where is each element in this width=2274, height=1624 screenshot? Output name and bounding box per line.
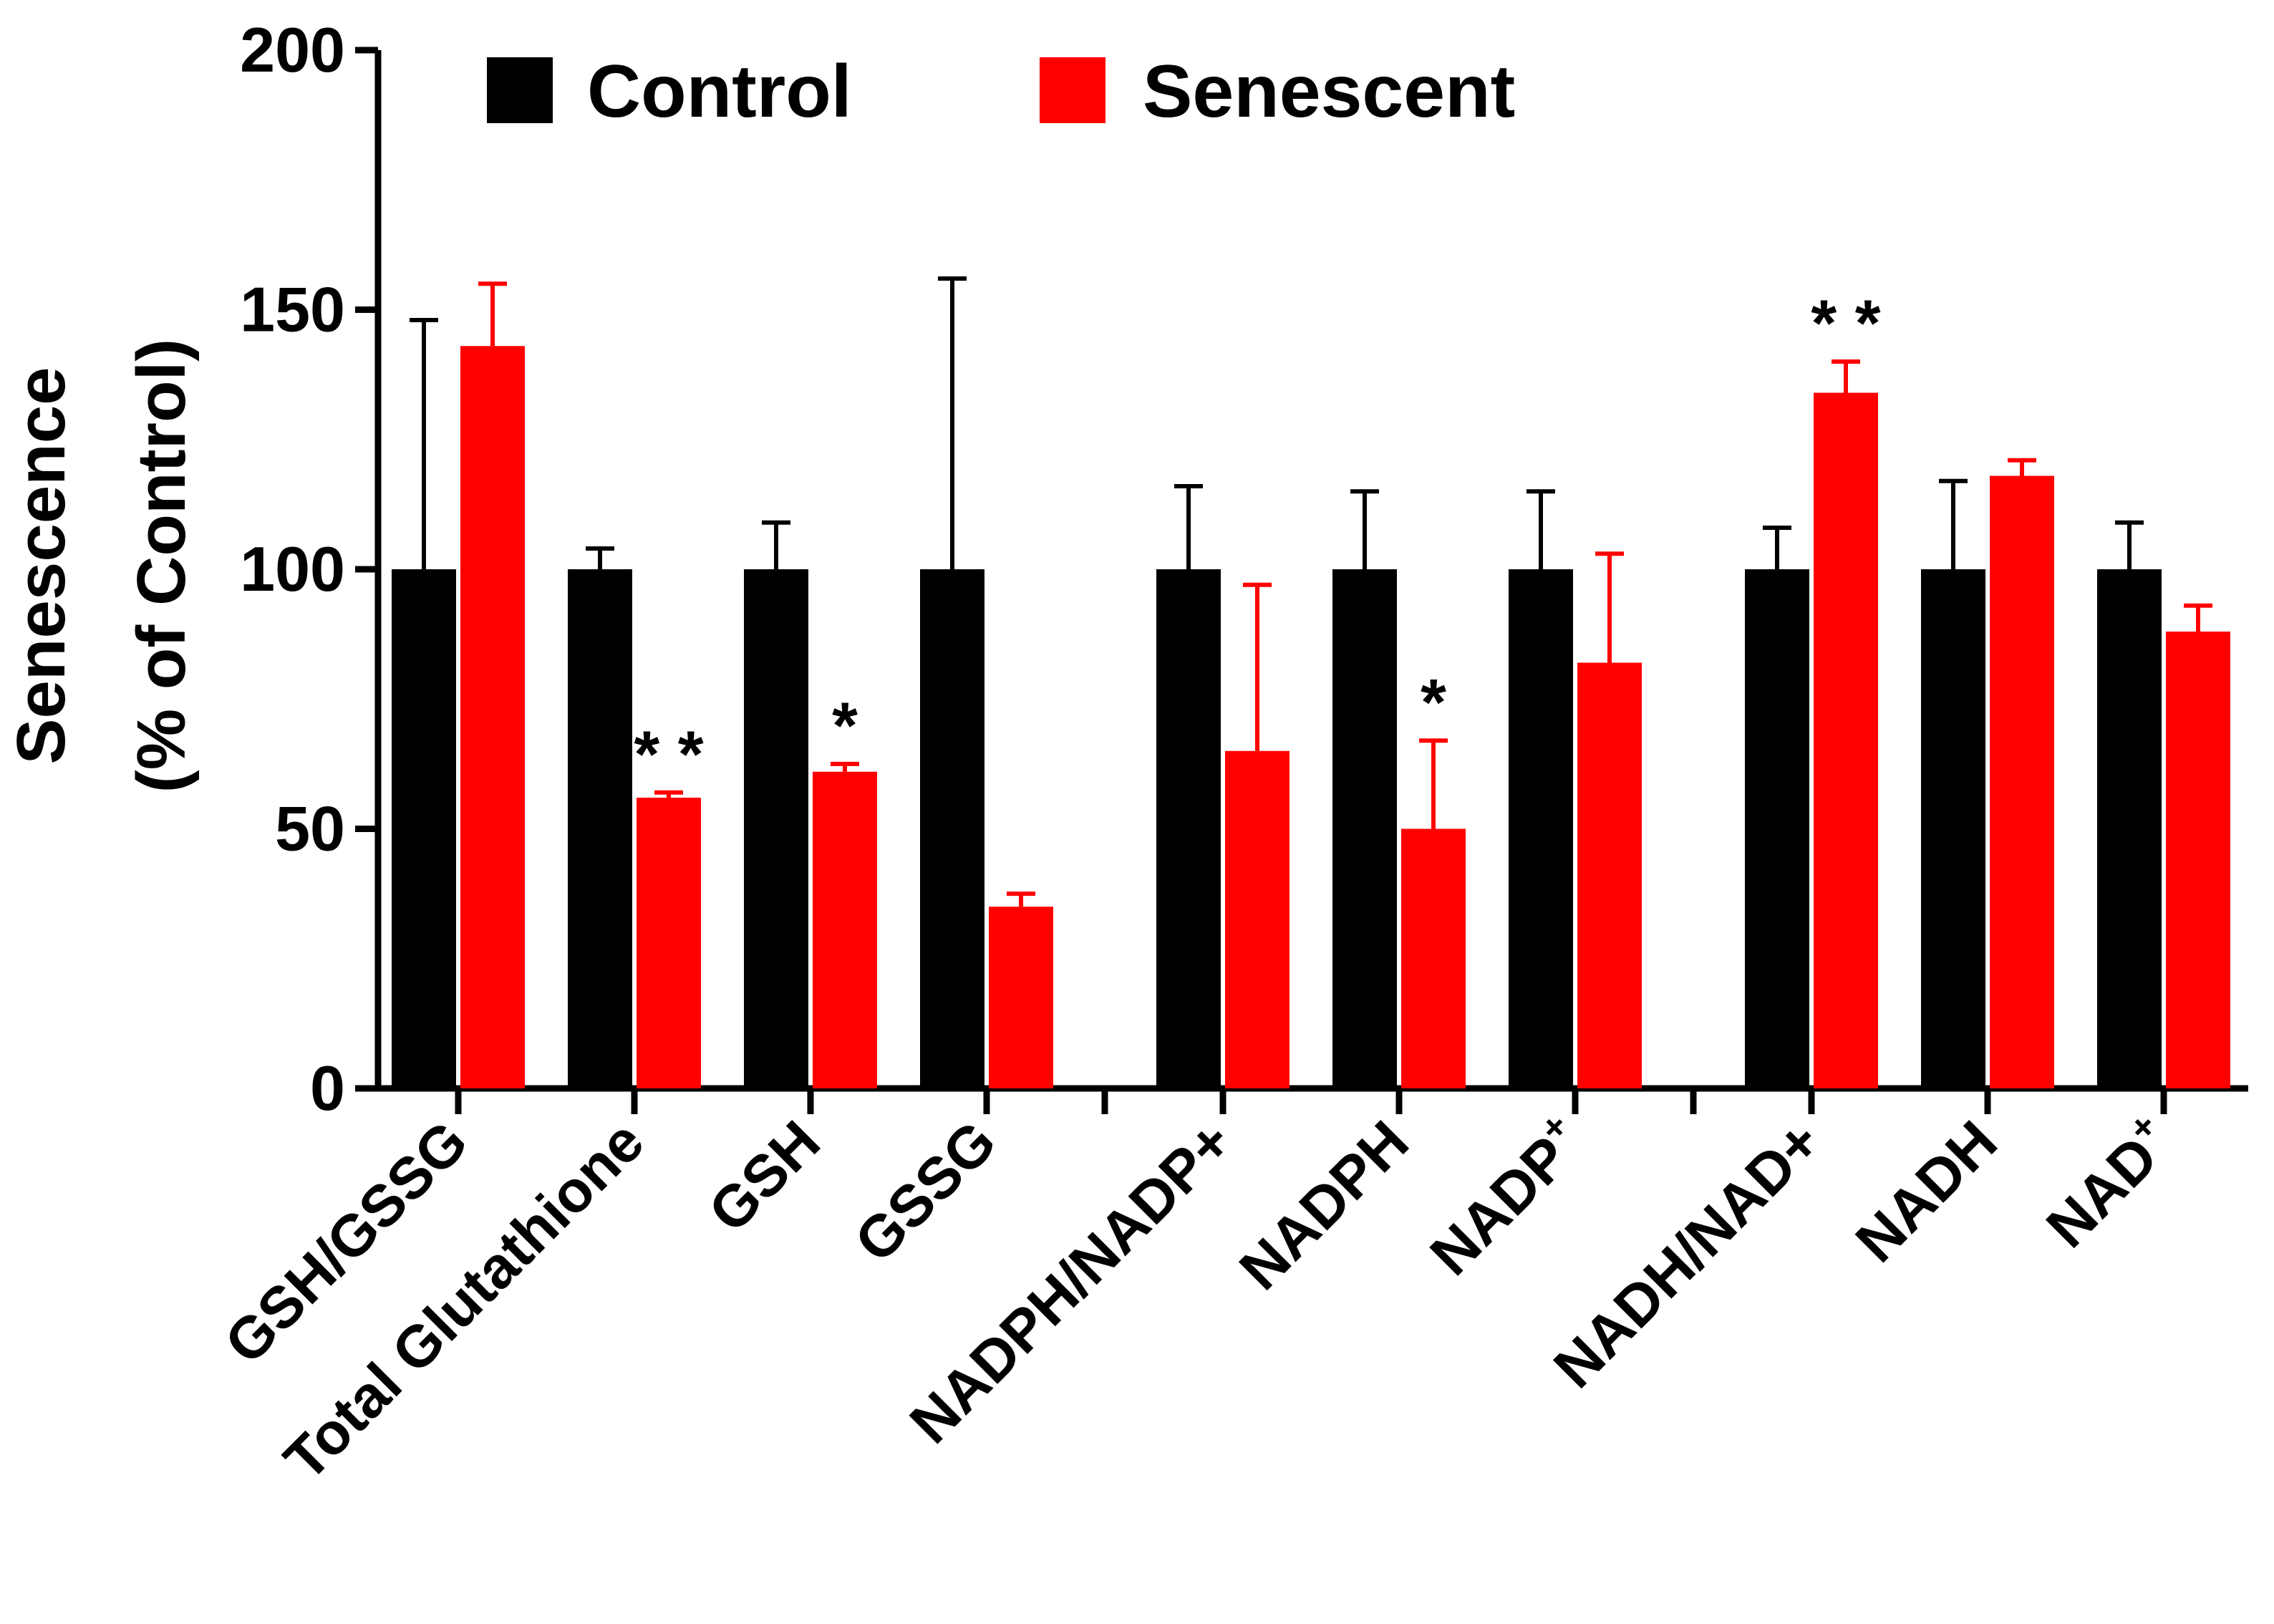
y-tick-label: 50 xyxy=(275,793,345,864)
legend-swatch-control xyxy=(487,57,553,123)
bar-control xyxy=(744,569,808,1088)
category-label: NADPH xyxy=(1227,1108,1421,1302)
bar-senescent xyxy=(637,798,701,1088)
bar-control xyxy=(1745,569,1809,1088)
bar-senescent xyxy=(989,907,1053,1088)
significance-marker: * xyxy=(832,690,858,763)
bar-control xyxy=(392,569,456,1088)
y-tick-label: 200 xyxy=(240,14,345,85)
bar-senescent xyxy=(813,771,877,1088)
significance-marker: * * xyxy=(634,718,703,791)
category-label: NADH/NAD+ xyxy=(1542,1108,1833,1400)
y-tick-label: 100 xyxy=(240,533,345,604)
bar-control xyxy=(1921,569,1985,1088)
y-tick-label: 150 xyxy=(240,274,345,345)
y-axis-label-line-2: (% of Control) xyxy=(123,339,200,793)
category-label: GSSG xyxy=(843,1108,1009,1275)
bar-control xyxy=(1509,569,1573,1088)
category-label: NAD+ xyxy=(2031,1105,2185,1260)
bar-senescent xyxy=(1225,750,1290,1088)
legend-swatch-senescent xyxy=(1040,57,1105,123)
bar-control xyxy=(2097,569,2162,1088)
bar-control xyxy=(920,569,984,1088)
bar-senescent xyxy=(1577,662,1642,1088)
bar-control xyxy=(568,569,632,1088)
legend-label-senescent: Senescent xyxy=(1143,50,1515,133)
bar-senescent xyxy=(1814,392,1878,1088)
bar-control xyxy=(1332,569,1397,1088)
bar-senescent xyxy=(1990,475,2054,1088)
y-axis-label-line-1: Senescence xyxy=(3,367,79,764)
y-tick-label: 0 xyxy=(310,1053,345,1123)
legend-label-control: Control xyxy=(587,50,852,133)
significance-marker: * * xyxy=(1811,287,1880,360)
legend: Control Senescent xyxy=(487,50,1515,133)
category-label: GSH xyxy=(697,1108,833,1244)
significance-marker: * xyxy=(1421,666,1446,739)
bar-control xyxy=(1156,569,1221,1088)
category-label: NADH xyxy=(1844,1108,2010,1275)
y-axis-label: Senescence (% of Control) xyxy=(3,339,200,793)
bar-senescent xyxy=(460,346,525,1088)
bar-senescent xyxy=(2166,632,2230,1088)
bar-senescent xyxy=(1401,828,1466,1088)
category-label: NADP+ xyxy=(1415,1105,1597,1287)
